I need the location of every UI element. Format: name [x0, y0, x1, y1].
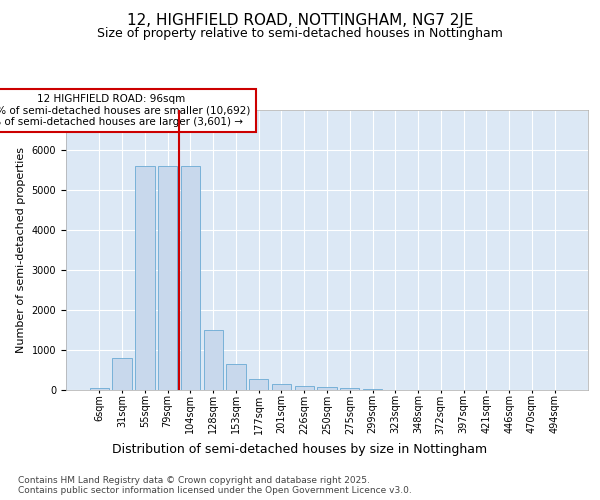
- Text: 12, HIGHFIELD ROAD, NOTTINGHAM, NG7 2JE: 12, HIGHFIELD ROAD, NOTTINGHAM, NG7 2JE: [127, 12, 473, 28]
- Bar: [181, 166, 200, 390]
- Bar: [203, 330, 223, 390]
- Text: Size of property relative to semi-detached houses in Nottingham: Size of property relative to semi-detach…: [97, 28, 503, 40]
- Text: Distribution of semi-detached houses by size in Nottingham: Distribution of semi-detached houses by …: [112, 442, 488, 456]
- Bar: [295, 386, 314, 390]
- Bar: [112, 358, 132, 390]
- Bar: [158, 166, 178, 390]
- Bar: [226, 364, 245, 390]
- Bar: [135, 166, 155, 390]
- Text: Contains HM Land Registry data © Crown copyright and database right 2025.
Contai: Contains HM Land Registry data © Crown c…: [18, 476, 412, 495]
- Bar: [90, 388, 109, 390]
- Y-axis label: Number of semi-detached properties: Number of semi-detached properties: [16, 147, 26, 353]
- Bar: [363, 389, 382, 390]
- Bar: [272, 384, 291, 390]
- Bar: [317, 387, 337, 390]
- Bar: [249, 379, 268, 390]
- Bar: [340, 388, 359, 390]
- Text: 12 HIGHFIELD ROAD: 96sqm
← 74% of semi-detached houses are smaller (10,692)
25% : 12 HIGHFIELD ROAD: 96sqm ← 74% of semi-d…: [0, 94, 250, 127]
